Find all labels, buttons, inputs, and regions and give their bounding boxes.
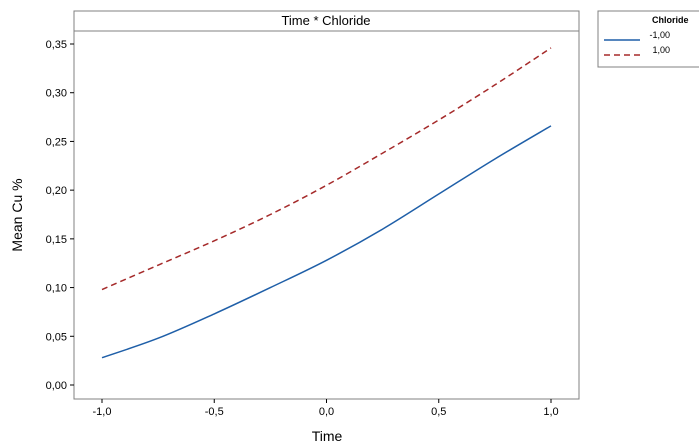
- y-tick-label: 0,30: [46, 88, 67, 100]
- y-axis-title: Mean Cu %: [9, 178, 25, 251]
- y-tick-label: 0,20: [46, 185, 67, 197]
- series-layer: [101, 47, 552, 359]
- x-tick-label: -0,5: [205, 406, 224, 418]
- y-tick-label: 0,15: [46, 234, 67, 246]
- x-axis-title: Time: [312, 428, 343, 444]
- y-tick-label: 0,25: [46, 136, 67, 148]
- y-tick-label: 0,10: [46, 283, 67, 295]
- x-tick-label: -1,0: [93, 406, 112, 418]
- legend-label: -1,00: [649, 30, 670, 40]
- x-tick-label: 1,0: [543, 406, 558, 418]
- y-tick-label: 0,05: [46, 331, 67, 343]
- series-line-chloride-pos1: [101, 47, 552, 291]
- y-tick-label: 0,00: [46, 380, 67, 392]
- legend-label: 1,00: [652, 45, 670, 55]
- legend-title: Chloride: [652, 15, 689, 25]
- x-tick-label: 0,0: [319, 406, 334, 418]
- legend-box: [597, 10, 699, 68]
- series-line-chloride-neg1: [101, 125, 552, 359]
- chart-title: Time * Chloride: [281, 13, 370, 28]
- y-axis: 0,00 0,05 0,10 0,15 0,20 0,25 0,30 0,35: [46, 39, 74, 392]
- x-tick-label: 0,5: [431, 406, 446, 418]
- y-tick-label: 0,35: [46, 39, 67, 51]
- plot-area: [73, 30, 580, 400]
- x-axis: -1,0 -0,5 0,0 0,5 1,0: [93, 399, 559, 418]
- legend: Chloride -1,00 1,00: [597, 10, 699, 68]
